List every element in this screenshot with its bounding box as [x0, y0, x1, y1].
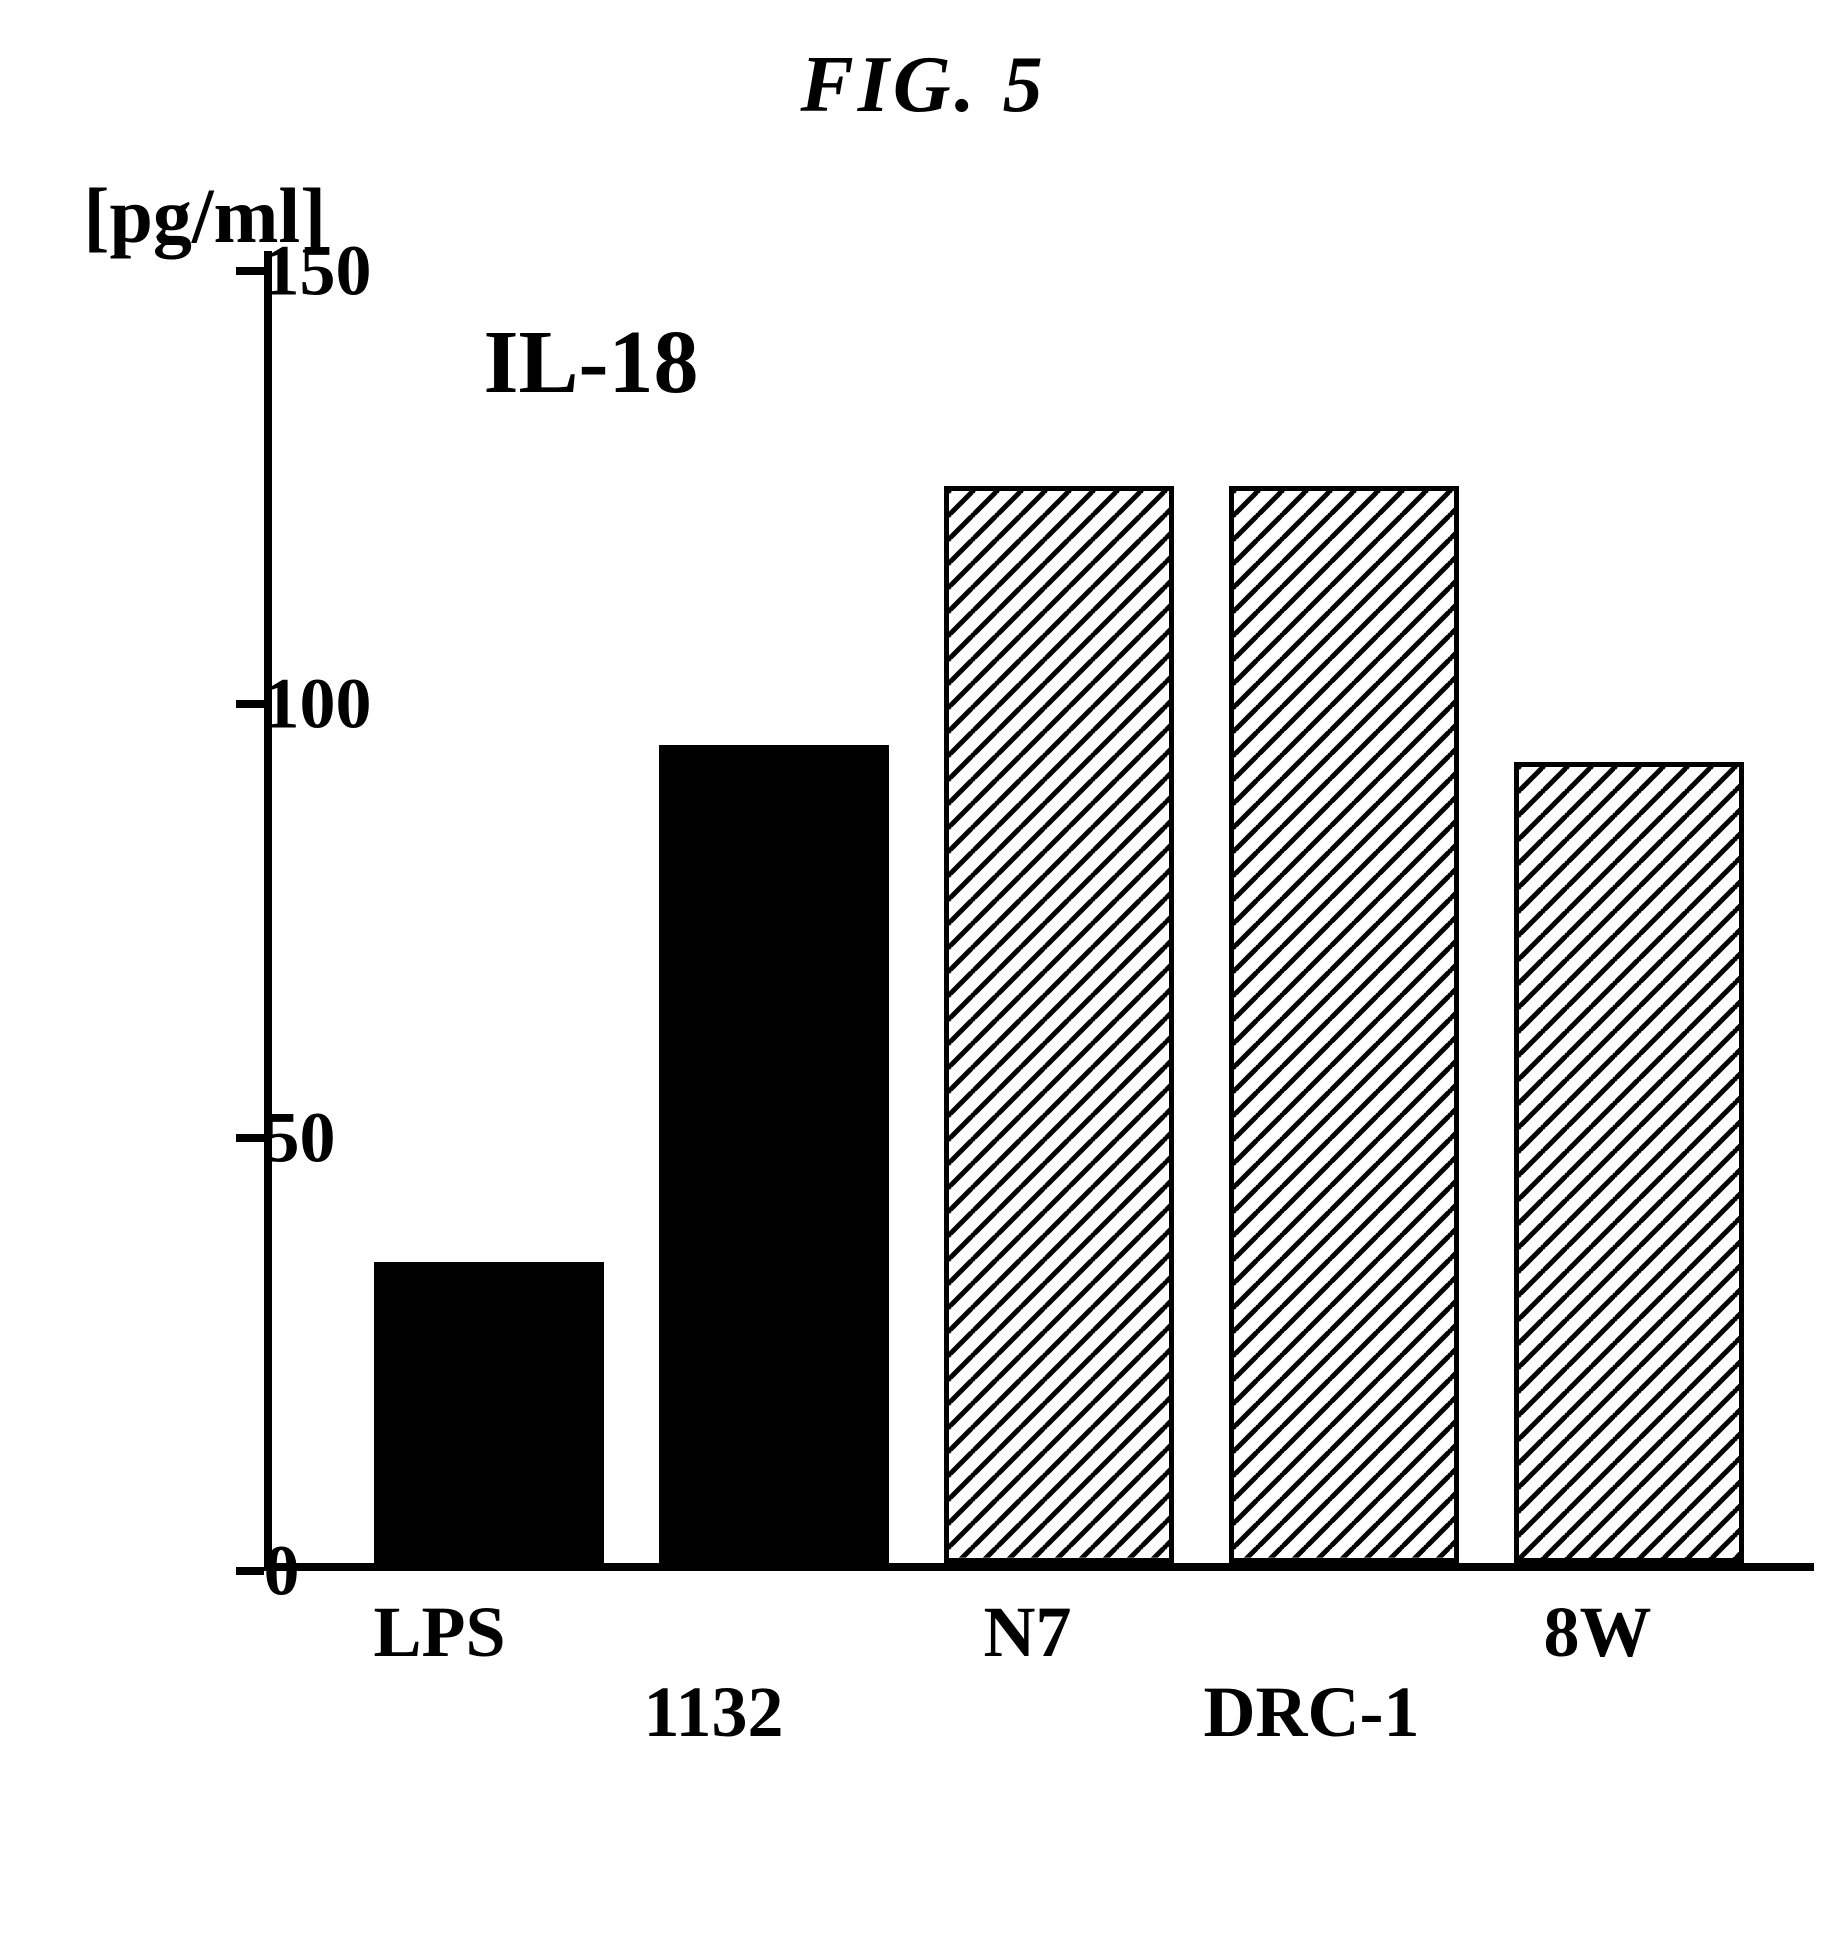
- bar: [944, 486, 1174, 1563]
- x-axis-label: 1132: [644, 1671, 784, 1754]
- bar: [1229, 486, 1459, 1563]
- figure-container: FIG. 5 [pg/ml] IL-18 050100150 LPS1132N7…: [44, 40, 1804, 1771]
- x-axis-label: N7: [984, 1591, 1072, 1674]
- x-axis-labels: LPS 1132 N7 DRC-1 8W: [264, 1571, 1784, 1771]
- bar: [659, 745, 889, 1563]
- y-tick: [236, 1567, 264, 1575]
- hatch-pattern: [1234, 491, 1454, 1558]
- y-tick: [236, 700, 264, 708]
- hatch-pattern: [949, 491, 1169, 1558]
- y-tick-label: 150: [264, 230, 282, 313]
- y-tick-label: 100: [264, 663, 282, 746]
- bars-layer: [264, 271, 1784, 1563]
- y-tick-label: 50: [264, 1096, 282, 1179]
- y-tick: [236, 1134, 264, 1142]
- y-tick: [236, 267, 264, 275]
- plot-area: IL-18 050100150: [264, 271, 1784, 1571]
- x-axis-label: DRC-1: [1204, 1671, 1420, 1754]
- x-axis-label: LPS: [374, 1591, 506, 1674]
- x-axis-label: 8W: [1544, 1591, 1652, 1674]
- bar: [374, 1262, 604, 1563]
- x-axis-line: [264, 1563, 1814, 1571]
- figure-title: FIG. 5: [44, 40, 1804, 131]
- chart: IL-18 050100150 LPS1132N7DRC-18W: [104, 271, 1804, 1771]
- bar: [1514, 762, 1744, 1563]
- hatch-pattern: [1519, 767, 1739, 1558]
